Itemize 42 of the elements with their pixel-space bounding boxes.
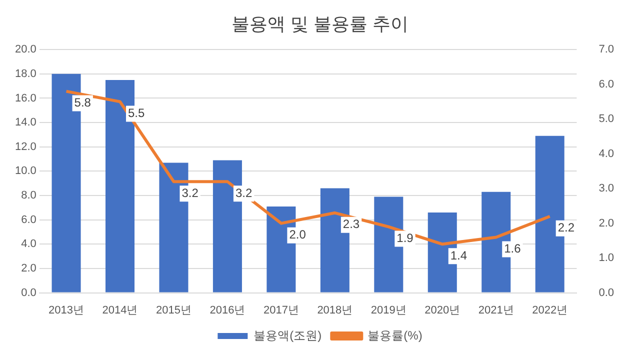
data-label: 2.2	[558, 220, 575, 235]
x-tick-label: 2017년	[263, 304, 299, 316]
y2-tick-label: 0.0	[598, 286, 614, 299]
legend-label: 불용액(조원)	[254, 328, 322, 342]
y2-tick-label: 4.0	[598, 148, 614, 160]
y-tick-label: 4.0	[21, 238, 36, 250]
y-tick-label: 8.0	[21, 190, 36, 202]
y-tick-label: 20.0	[14, 44, 36, 56]
x-tick-label: 2022년	[532, 304, 568, 316]
x-tick-label: 2014년	[102, 304, 138, 316]
x-tick-label: 2013년	[48, 304, 84, 316]
legend-label: 불용률(%)	[368, 328, 422, 342]
y2-tick-label: 7.0	[598, 44, 614, 56]
data-label: 1.6	[504, 242, 522, 256]
data-label: 1.9	[396, 231, 414, 246]
y-tick-label: 6.0	[21, 214, 36, 226]
y2-tick-label: 3.0	[598, 182, 614, 195]
x-tick-label: 2019년	[370, 304, 406, 316]
y2-tick-label: 5.0	[598, 113, 614, 126]
x-tick-label: 2015년	[156, 304, 192, 316]
y-tick-label: 16.0	[14, 92, 36, 104]
chart-title: 불용액 및 불용률 추이	[231, 14, 409, 34]
y2-tick-label: 2.0	[598, 217, 614, 230]
data-label: 5.8	[74, 96, 92, 110]
data-label: 3.2	[235, 186, 252, 200]
y-tick-label: 0.0	[21, 286, 36, 299]
x-tick-label: 2021년	[478, 304, 514, 316]
x-tick-label: 2018년	[317, 304, 353, 316]
y2-tick-label: 1.0	[598, 252, 614, 264]
y2-tick-label: 6.0	[598, 78, 614, 90]
y-tick-label: 10.0	[14, 165, 36, 178]
x-tick-label: 2020년	[424, 304, 460, 316]
data-label: 2.0	[289, 228, 306, 242]
data-label: 5.5	[128, 106, 146, 120]
y-tick-label: 14.0	[14, 116, 36, 129]
data-label: 2.3	[342, 217, 360, 232]
y-tick-label: 2.0	[21, 262, 36, 275]
data-label: 3.2	[182, 186, 199, 200]
data-label: 1.4	[450, 248, 468, 262]
x-tick-label: 2016년	[210, 304, 246, 316]
y-tick-label: 12.0	[14, 140, 36, 153]
y-tick-label: 18.0	[14, 68, 36, 80]
